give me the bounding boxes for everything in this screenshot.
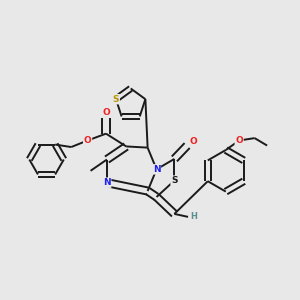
Text: S: S [171,176,178,185]
Text: H: H [190,212,197,221]
Text: O: O [84,136,92,145]
Text: N: N [103,178,111,187]
Text: O: O [190,136,198,146]
Text: S: S [113,95,119,104]
Text: O: O [235,136,243,145]
Text: O: O [102,108,110,117]
Text: N: N [153,165,160,174]
